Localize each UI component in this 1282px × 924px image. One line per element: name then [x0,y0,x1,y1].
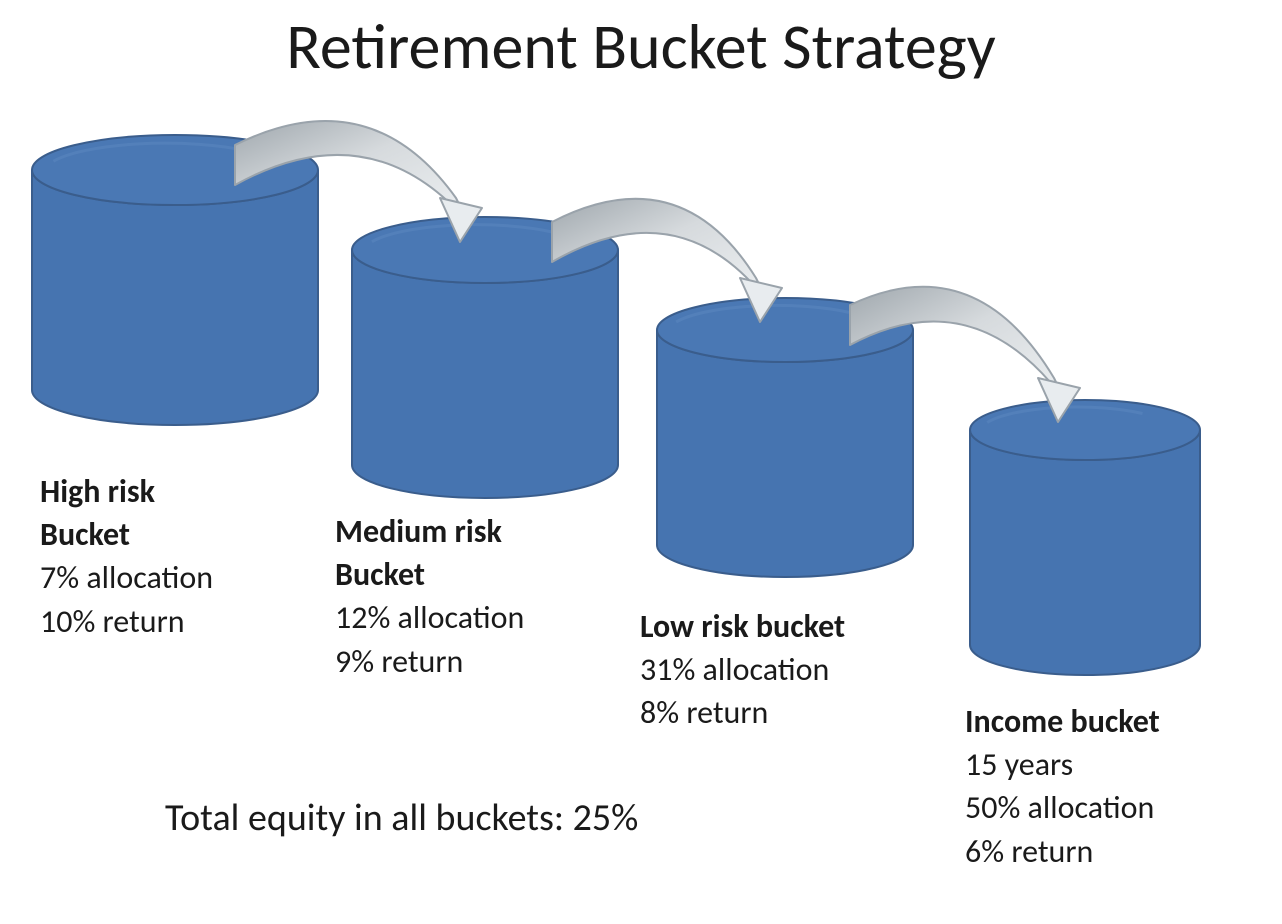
bucket-high-risk [32,135,318,425]
summary-text: Total equity in all buckets: 25% [165,795,638,841]
label-text: Bucket [40,515,130,554]
bucket-detail: 9% return [335,640,524,683]
bucket-medium-risk [352,217,618,498]
label-text: High risk [40,472,155,511]
bucket-detail: 8% return [640,691,845,734]
bucket-detail: 31% allocation [640,648,845,691]
bucket-detail: 15 years [965,743,1160,786]
bucket-name: Income bucket [965,700,1160,743]
bucket-detail: 12% allocation [335,596,524,639]
bucket-label-low-risk: Low risk bucket 31% allocation 8% return [640,605,845,735]
bucket-name: Medium risk Bucket [335,510,524,596]
bucket-detail: 7% allocation [40,556,213,599]
bucket-low-risk [657,298,913,577]
bucket-name: Low risk bucket [640,605,845,648]
bucket-name: High risk Bucket [40,470,213,556]
label-text: Bucket [335,555,425,594]
diagram-canvas: { "title": "Retirement Bucket Strategy",… [0,0,1282,924]
bucket-label-high-risk: High risk Bucket 7% allocation 10% retur… [40,470,213,643]
bucket-label-income: Income bucket 15 years 50% allocation 6%… [965,700,1160,873]
label-text: Medium risk [335,512,502,551]
bucket-label-medium-risk: Medium risk Bucket 12% allocation 9% ret… [335,510,524,683]
bucket-income [970,400,1200,675]
bucket-detail: 50% allocation [965,786,1160,829]
bucket-detail: 10% return [40,600,213,643]
bucket-detail: 6% return [965,830,1160,873]
